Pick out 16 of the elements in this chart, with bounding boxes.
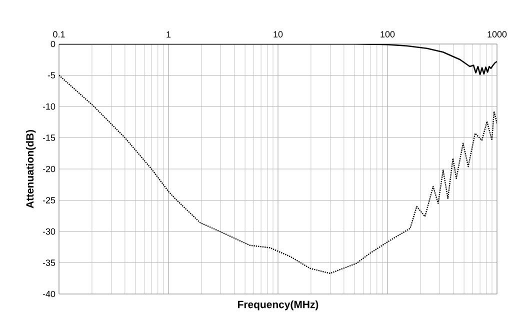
y-axis-title: Attenuation(dB)	[26, 130, 36, 208]
y-tick-label: -20	[42, 166, 56, 172]
y-tick-label: 0	[50, 40, 56, 48]
y-tick-label: -10	[42, 103, 56, 110]
x-tick-label: 1	[166, 31, 171, 38]
y-tick-label: -15	[42, 134, 56, 141]
x-axis-title: Frequency(MHz)	[238, 300, 318, 310]
y-tick-label: -30	[42, 228, 56, 235]
y-tick-label: -25	[42, 197, 56, 204]
x-tick-label: 100	[380, 31, 395, 38]
y-tick-label: -5	[48, 72, 56, 78]
x-tick-label: 0.1	[53, 31, 65, 38]
y-tick-label: -40	[42, 290, 56, 298]
x-tick-label: 1000	[488, 31, 507, 38]
x-tick-label: 10	[274, 31, 283, 38]
y-tick-label: -35	[42, 260, 56, 266]
